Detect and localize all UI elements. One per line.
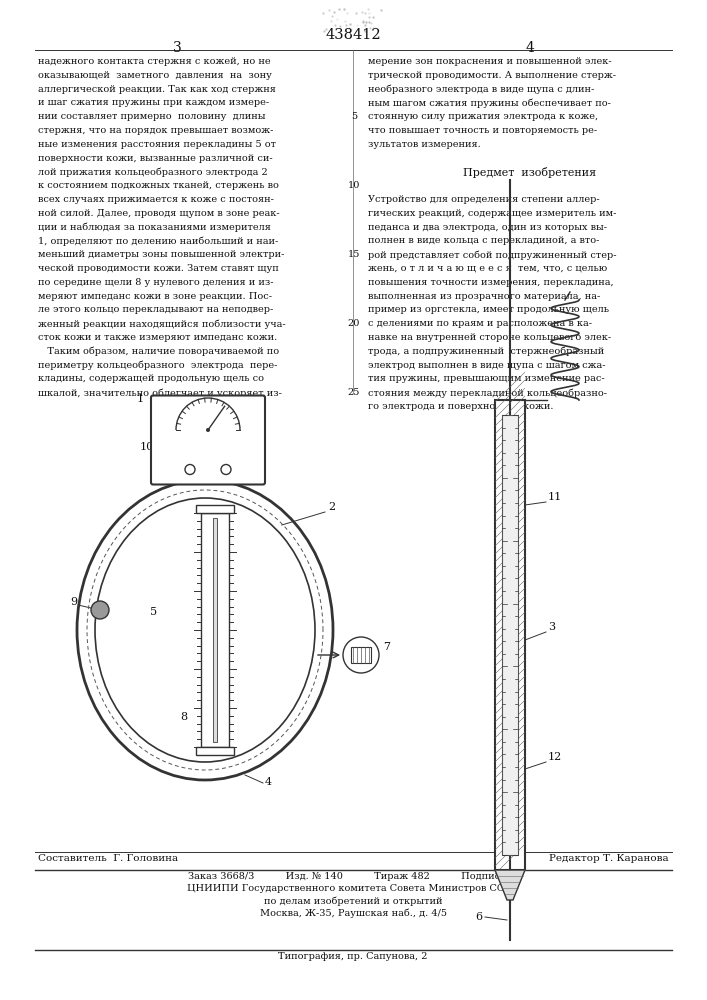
Bar <box>495 400 525 870</box>
Text: шкалой, значительно облегчает и ускоряет из-: шкалой, значительно облегчает и ускоряет… <box>38 388 282 398</box>
Text: Предмет  изобретения: Предмет изобретения <box>463 167 597 178</box>
Text: ные изменения расстояния перекладины 5 от: ные изменения расстояния перекладины 5 о… <box>38 140 276 149</box>
Text: 8: 8 <box>180 712 187 722</box>
Bar <box>196 505 234 513</box>
Ellipse shape <box>77 480 333 780</box>
Text: Таким образом, наличие поворачиваемой по: Таким образом, наличие поворачиваемой по <box>38 347 279 356</box>
Text: выполненная из прозрачного материала, на-: выполненная из прозрачного материала, на… <box>368 292 600 301</box>
Text: гических реакций, содержащее измеритель им-: гических реакций, содержащее измеритель … <box>368 209 617 218</box>
Text: 15: 15 <box>348 250 360 259</box>
Text: навке на внутренней стороне кольцевого элек-: навке на внутренней стороне кольцевого э… <box>368 333 611 342</box>
Text: трода, а подпружиненный  стержнеобразный: трода, а подпружиненный стержнеобразный <box>368 347 604 356</box>
Text: сток кожи и также измеряют импеданс кожи.: сток кожи и также измеряют импеданс кожи… <box>38 333 277 342</box>
Text: меньший диаметры зоны повышенной электри-: меньший диаметры зоны повышенной электри… <box>38 250 284 259</box>
Text: ным шагом сжатия пружины обеспечивает по-: ным шагом сжатия пружины обеспечивает по… <box>368 98 611 108</box>
Text: 10: 10 <box>140 442 154 452</box>
Text: лой прижатия кольцеобразного электрода 2: лой прижатия кольцеобразного электрода 2 <box>38 167 268 177</box>
Text: трической проводимости. А выполнение стерж-: трической проводимости. А выполнение сте… <box>368 71 616 80</box>
Bar <box>196 747 234 755</box>
Bar <box>351 647 371 663</box>
Text: 5: 5 <box>351 112 357 121</box>
Text: 3: 3 <box>548 622 555 632</box>
Text: ле этого кольцо перекладывают на неподвер-: ле этого кольцо перекладывают на неподве… <box>38 305 273 314</box>
Text: полнен в виде кольца с перекладиной, а вто-: полнен в виде кольца с перекладиной, а в… <box>368 236 600 245</box>
Text: ной силой. Далее, проводя щупом в зоне реак-: ной силой. Далее, проводя щупом в зоне р… <box>38 209 280 218</box>
Text: пример из оргстекла, имеет продольную щель: пример из оргстекла, имеет продольную ще… <box>368 305 609 314</box>
Text: 4: 4 <box>265 777 272 787</box>
Text: Редактор Т. Каранова: Редактор Т. Каранова <box>549 854 669 863</box>
Bar <box>502 415 518 855</box>
Text: 20: 20 <box>348 319 360 328</box>
Polygon shape <box>495 870 525 900</box>
Text: жень, о т л и ч а ю щ е е с я  тем, что, с целью: жень, о т л и ч а ю щ е е с я тем, что, … <box>368 264 607 273</box>
Circle shape <box>221 464 231 475</box>
Text: 1: 1 <box>136 394 144 404</box>
Text: по делам изобретений и открытий: по делам изобретений и открытий <box>264 896 443 906</box>
Text: стержня, что на порядок превышает возмож-: стержня, что на порядок превышает возмож… <box>38 126 274 135</box>
Text: повышения точности измерения, перекладина,: повышения точности измерения, перекладин… <box>368 278 614 287</box>
Text: аллергической реакции. Так как ход стержня: аллергической реакции. Так как ход стерж… <box>38 85 276 94</box>
Text: 7: 7 <box>383 642 390 652</box>
Text: педанса и два электрода, один из которых вы-: педанса и два электрода, один из которых… <box>368 223 607 232</box>
Text: 11: 11 <box>548 492 562 502</box>
Text: 5: 5 <box>150 607 157 617</box>
Text: Составитель  Г. Головина: Составитель Г. Головина <box>38 854 178 863</box>
Text: оказывающей  заметного  давления  на  зону: оказывающей заметного давления на зону <box>38 71 272 80</box>
Text: кладины, содержащей продольную щель со: кладины, содержащей продольную щель со <box>38 374 264 383</box>
Text: 12: 12 <box>548 752 562 762</box>
Bar <box>201 513 229 747</box>
Text: 9: 9 <box>70 597 77 607</box>
Text: Москва, Ж-35, Раушская наб., д. 4/5: Москва, Ж-35, Раушская наб., д. 4/5 <box>259 908 447 918</box>
Text: меряют импеданс кожи в зоне реакции. Пос-: меряют импеданс кожи в зоне реакции. Пос… <box>38 292 272 301</box>
Text: стоянную силу прижатия электрода к коже,: стоянную силу прижатия электрода к коже, <box>368 112 598 121</box>
Text: зультатов измерения.: зультатов измерения. <box>368 140 481 149</box>
Circle shape <box>343 637 379 673</box>
Bar <box>213 518 217 742</box>
Ellipse shape <box>95 498 315 762</box>
Text: тия пружины, превышающим изменение рас-: тия пружины, превышающим изменение рас- <box>368 374 604 383</box>
Text: ции и наблюдая за показаниями измерителя: ции и наблюдая за показаниями измерителя <box>38 223 271 232</box>
Text: по середине щели 8 у нулевого деления и из-: по середине щели 8 у нулевого деления и … <box>38 278 274 287</box>
Text: Заказ 3668/3          Изд. № 140          Тираж 482          Подписное: Заказ 3668/3 Изд. № 140 Тираж 482 Подпис… <box>188 872 518 881</box>
Text: всех случаях прижимается к коже с постоян-: всех случаях прижимается к коже с постоя… <box>38 195 274 204</box>
Text: 25: 25 <box>348 388 360 397</box>
Text: 6: 6 <box>475 912 482 922</box>
Text: 2: 2 <box>328 502 335 512</box>
Text: 1, определяют по делению наибольший и наи-: 1, определяют по делению наибольший и на… <box>38 236 279 246</box>
FancyBboxPatch shape <box>151 395 265 485</box>
Text: нии составляет примерно  половину  длины: нии составляет примерно половину длины <box>38 112 266 121</box>
Text: го электрода и поверхностью кожи.: го электрода и поверхностью кожи. <box>368 402 554 411</box>
Text: Типография, пр. Сапунова, 2: Типография, пр. Сапунова, 2 <box>279 952 428 961</box>
Text: надежного контакта стержня с кожей, но не: надежного контакта стержня с кожей, но н… <box>38 57 271 66</box>
Text: женный реакции находящийся поблизости уча-: женный реакции находящийся поблизости уч… <box>38 319 286 329</box>
Text: 438412: 438412 <box>325 28 381 42</box>
Text: ческой проводимости кожи. Затем ставят щуп: ческой проводимости кожи. Затем ставят щ… <box>38 264 279 273</box>
Text: 10: 10 <box>348 181 360 190</box>
Circle shape <box>91 601 109 619</box>
Text: что повышает точность и повторяемость ре-: что повышает точность и повторяемость ре… <box>368 126 597 135</box>
Text: ЦНИИПИ Государственного комитета Совета Министров СССР: ЦНИИПИ Государственного комитета Совета … <box>187 884 519 893</box>
Text: с делениями по краям и расположена в ка-: с делениями по краям и расположена в ка- <box>368 319 592 328</box>
Circle shape <box>185 464 195 475</box>
Text: необразного электрода в виде щупа с длин-: необразного электрода в виде щупа с длин… <box>368 85 595 94</box>
Text: рой представляет собой подпружиненный стер-: рой представляет собой подпружиненный ст… <box>368 250 617 260</box>
Circle shape <box>206 428 210 432</box>
Text: и шаг сжатия пружины при каждом измере-: и шаг сжатия пружины при каждом измере- <box>38 98 269 107</box>
Text: Устройство для определения степени аллер-: Устройство для определения степени аллер… <box>368 195 600 204</box>
Text: электрод выполнен в виде щупа с шагом сжа-: электрод выполнен в виде щупа с шагом сж… <box>368 361 605 370</box>
Text: 4: 4 <box>525 41 534 55</box>
Text: 3: 3 <box>173 41 182 55</box>
Text: к состоянием подкожных тканей, стержень во: к состоянием подкожных тканей, стержень … <box>38 181 279 190</box>
Text: стояния между перекладиной кольцеобразно-: стояния между перекладиной кольцеобразно… <box>368 388 607 398</box>
Text: периметру кольцеобразного  электрода  пере-: периметру кольцеобразного электрода пере… <box>38 361 277 370</box>
Text: мерение зон покраснения и повышенной элек-: мерение зон покраснения и повышенной эле… <box>368 57 612 66</box>
Text: поверхности кожи, вызванные различной си-: поверхности кожи, вызванные различной си… <box>38 154 273 163</box>
